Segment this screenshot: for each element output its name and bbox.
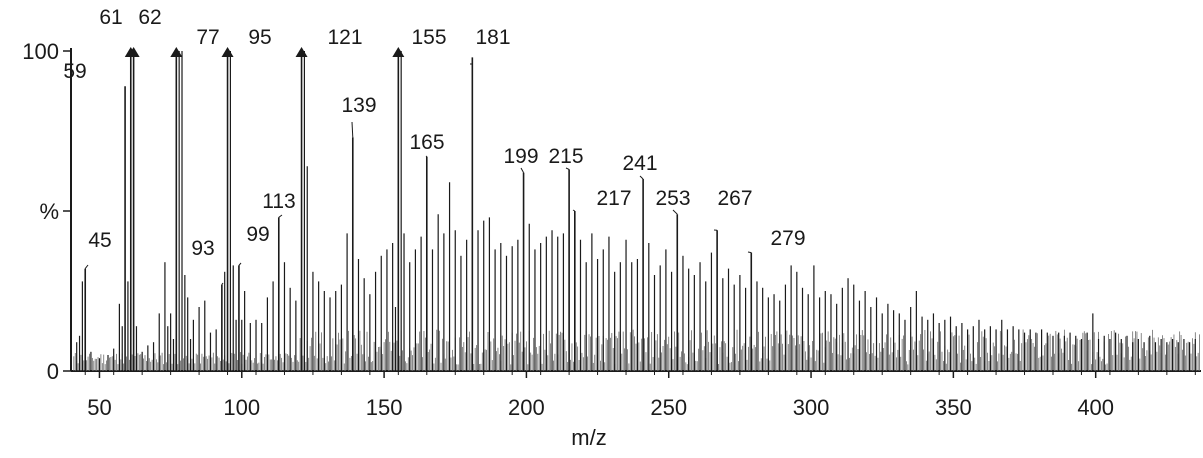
off-scale-marker — [170, 47, 183, 57]
peak-label-199: 199 — [503, 145, 538, 168]
x-axis-title: m/z — [571, 425, 606, 450]
peak-label-279: 279 — [770, 227, 805, 250]
axis-ticks: 50 100 150 200 250 300 350 400 0% 100 — [22, 39, 1196, 420]
peak-label-241: 241 — [622, 152, 657, 175]
callout-line — [672, 209, 678, 215]
x-tick-label: 150 — [366, 395, 403, 420]
x-tick-label: 100 — [223, 395, 260, 420]
peak-label-267: 267 — [717, 187, 752, 210]
callout-line — [130, 49, 134, 52]
callout-line — [520, 167, 525, 173]
peak-label-165: 165 — [409, 131, 444, 154]
x-tick-label: 300 — [793, 395, 830, 420]
callout-line — [132, 49, 135, 52]
off-scale-marker — [392, 47, 405, 57]
off-scale-marker — [127, 47, 140, 57]
peak-label-121: 121 — [327, 26, 362, 49]
peak-callouts: 45 59 61 62 77 93 95 99 113 121 139 155 165 181 199 215… — [63, 6, 806, 285]
peak-label-99: 99 — [246, 223, 269, 246]
x-tick-label: 350 — [935, 395, 972, 420]
x-tick-label: 200 — [508, 395, 545, 420]
callout-line — [278, 214, 283, 218]
peak-label-95: 95 — [248, 26, 271, 49]
callout-line — [572, 209, 576, 212]
off-scale-marker — [295, 47, 308, 57]
peak-label-113: 113 — [262, 190, 295, 213]
callout-line — [639, 175, 644, 180]
peak-label-217: 217 — [596, 187, 631, 210]
peak-label-253: 253 — [655, 187, 690, 210]
peak-label-77: 77 — [196, 26, 219, 49]
callout-line — [84, 264, 89, 269]
callout-line — [238, 262, 242, 266]
peak-label-215: 215 — [548, 145, 583, 168]
callout-line — [425, 155, 428, 157]
y-tick-label: 0 — [47, 359, 59, 384]
callout-line — [747, 251, 752, 254]
peak-label-139: 139 — [341, 94, 376, 117]
x-tick-label: 400 — [1077, 395, 1114, 420]
callout-line — [351, 121, 354, 138]
peak-label-181: 181 — [475, 26, 510, 49]
peak-label-155: 155 — [411, 26, 446, 49]
x-tick-label: 50 — [87, 395, 111, 420]
peak-label-62: 62 — [138, 6, 161, 29]
axes — [70, 48, 1201, 372]
peak-label-61: 61 — [99, 6, 122, 29]
peak-label-59: 59 — [63, 60, 86, 83]
y-tick-label: % — [39, 199, 59, 224]
peak-label-45: 45 — [88, 229, 111, 252]
spectrum-peaks — [76, 47, 1196, 371]
x-tick-label: 250 — [650, 395, 687, 420]
callout-line — [565, 167, 570, 170]
off-scale-marker — [221, 47, 234, 57]
peak-label-93: 93 — [191, 237, 214, 260]
callout-line — [221, 282, 224, 285]
y-tick-label: 100 — [22, 39, 59, 64]
